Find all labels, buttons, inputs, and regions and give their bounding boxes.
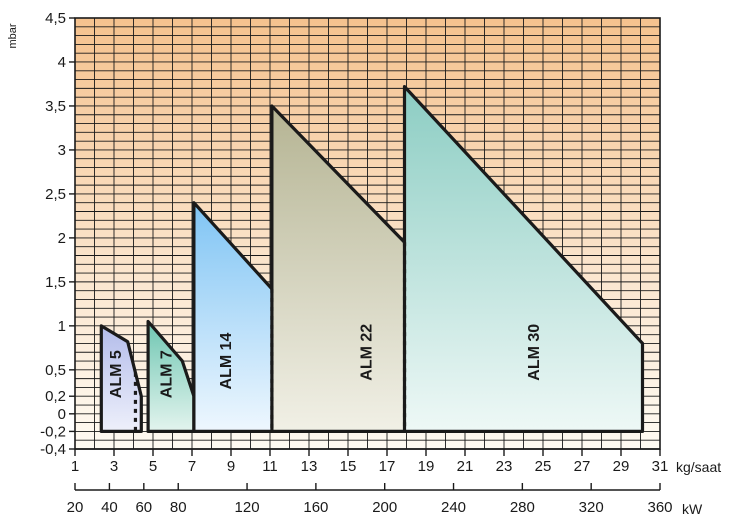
kw-tick-label: 60 <box>135 499 152 516</box>
x-tick-label: 11 <box>262 458 278 475</box>
y-tick-label: 0,5 <box>45 362 66 379</box>
kw-tick-label: 360 <box>647 499 672 516</box>
x-tick-label: 23 <box>496 458 513 475</box>
x-tick-label: 7 <box>188 458 196 475</box>
y-tick-label: 2 <box>58 230 66 247</box>
series-area-alm-30 <box>402 84 645 433</box>
x-tick-label: 25 <box>535 458 552 475</box>
x-tick-label: 1 <box>71 458 79 475</box>
y-tick-label: -0,2 <box>40 423 66 440</box>
y-tick-label: 1,5 <box>45 274 66 291</box>
series-label-alm-22: ALM 22 <box>358 324 375 381</box>
x-axis-kw: 20 40 60 80 120 160 200 240 280 320 360 <box>67 483 673 516</box>
kw-tick-label: 320 <box>579 499 604 516</box>
y-axis-label: mbar <box>7 23 19 48</box>
y-tick-label: -0,4 <box>40 441 66 458</box>
kw-tick-label: 200 <box>372 499 397 516</box>
series-boundaries <box>133 242 407 432</box>
x-tick-label: 5 <box>149 458 157 475</box>
x-tick-label: 9 <box>227 458 235 475</box>
x-tick-label: 29 <box>613 458 630 475</box>
kw-tick-label: 160 <box>303 499 328 516</box>
series-label-alm-5: ALM 5 <box>108 350 125 398</box>
x-tick-label: 21 <box>457 458 474 475</box>
series-label-alm-14: ALM 14 <box>218 332 235 389</box>
kw-tick-label: 120 <box>235 499 260 516</box>
kw-tick-label: 240 <box>441 499 466 516</box>
x-tick-label: 27 <box>574 458 591 475</box>
x-axis-label: kg/saat <box>676 459 721 475</box>
x-tick-label: 17 <box>379 458 396 475</box>
y-tick-label: 0 <box>58 406 66 423</box>
y-tick-label: 4 <box>58 54 66 71</box>
x-tick-label: 15 <box>340 458 357 475</box>
x-tick-label: 19 <box>418 458 435 475</box>
x2-axis-label: kW <box>682 501 703 517</box>
series-label-alm-30: ALM 30 <box>526 324 543 381</box>
series-label-alm-7: ALM 7 <box>159 350 176 398</box>
series-labels: ALM 5 ALM 7 ALM 14 ALM 22 ALM 30 <box>108 324 543 399</box>
kw-tick-label: 40 <box>101 499 118 516</box>
x-tick-label: 13 <box>301 458 318 475</box>
series-area-alm-5 <box>99 324 143 433</box>
series-area-alm-7 <box>146 319 196 433</box>
y-tick-label: 3 <box>58 142 66 159</box>
kw-tick-label: 20 <box>67 499 84 516</box>
y-tick-label: 1 <box>58 318 66 335</box>
kw-tick-label: 80 <box>170 499 187 516</box>
y-tick-label: 4,5 <box>45 10 66 27</box>
x-tick-label: 3 <box>110 458 118 475</box>
x-axis-kg: 1 3 5 7 9 11 13 15 17 19 21 23 25 27 29 31 <box>71 448 669 475</box>
y-tick-label: 3,5 <box>45 98 66 115</box>
kw-tick-label: 280 <box>510 499 535 516</box>
series-areas <box>99 84 645 433</box>
y-tick-label: 2,5 <box>45 186 66 203</box>
x-tick-label: 31 <box>652 458 669 475</box>
y-tick-label: 0,2 <box>45 388 66 405</box>
y-axis: -0,4-0,200,2 0,5 1 1,5 2 2,5 3 3,5 4 4,5 <box>40 10 75 458</box>
